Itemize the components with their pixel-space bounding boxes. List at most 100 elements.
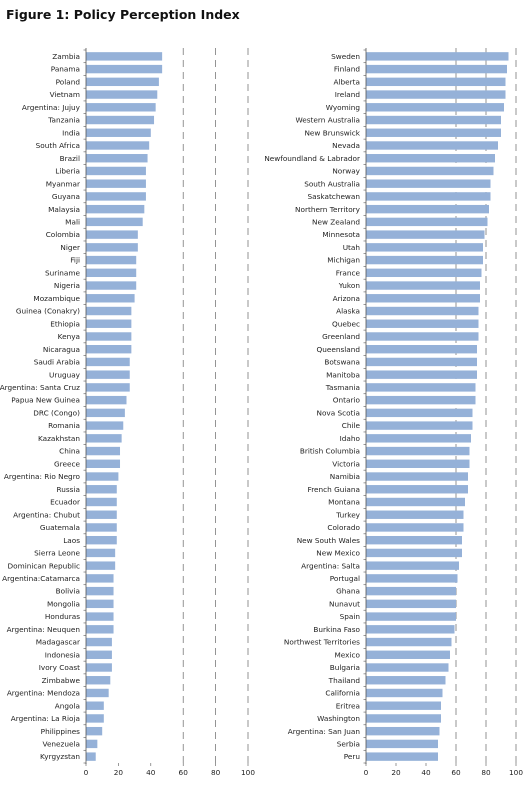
bar <box>86 637 112 647</box>
bar <box>86 230 138 239</box>
category-label: Wyoming <box>326 103 360 112</box>
category-label: Greece <box>54 459 80 468</box>
category-label: California <box>325 689 360 698</box>
category-label: Ontario <box>333 396 361 405</box>
category-label: Serbia <box>337 740 360 749</box>
bar <box>86 294 135 303</box>
category-label: Alaska <box>336 307 360 316</box>
category-label: Nova Scotia <box>317 408 361 417</box>
category-label: Greenland <box>322 332 360 341</box>
x-tick-label: 40 <box>421 768 431 777</box>
bar <box>86 561 116 570</box>
bar <box>86 497 117 507</box>
category-label: Suriname <box>45 268 80 277</box>
bar <box>366 739 438 749</box>
bar <box>366 650 450 659</box>
bar <box>366 637 452 647</box>
bar <box>86 332 132 341</box>
category-label: Yukon <box>338 281 360 290</box>
bar <box>366 472 468 481</box>
category-label: Poland <box>56 77 80 86</box>
category-label: South Australia <box>304 179 360 188</box>
bar <box>86 141 150 150</box>
category-label: Zimbabwe <box>42 676 81 685</box>
category-label: Peru <box>344 752 360 761</box>
category-label: France <box>336 268 361 277</box>
category-label: Argentina: Salta <box>301 561 360 570</box>
bar <box>86 701 104 710</box>
category-label: Victoria <box>332 459 360 468</box>
bar <box>86 204 145 214</box>
category-label: British Columbia <box>300 447 360 456</box>
x-tick-label: 100 <box>241 768 255 777</box>
category-label: Argentina: La Rioja <box>11 714 80 723</box>
bar <box>366 294 480 303</box>
category-label: Turkey <box>335 510 360 519</box>
bar <box>366 625 455 634</box>
category-label: Philippines <box>41 727 81 736</box>
category-label: Indonesia <box>45 650 80 659</box>
figure-title: Figure 1: Policy Perception Index <box>6 7 240 22</box>
category-label: Colorado <box>327 523 360 532</box>
bar <box>366 115 501 125</box>
category-label: Liberia <box>55 167 80 176</box>
category-label: Ecuador <box>50 498 80 507</box>
bar <box>86 523 117 532</box>
bar <box>86 383 130 392</box>
category-label: Guyana <box>52 192 80 201</box>
bar <box>366 663 449 672</box>
category-label: Eritrea <box>336 701 360 710</box>
bar <box>366 599 456 609</box>
category-label: Mexico <box>335 650 361 659</box>
bar <box>86 472 119 481</box>
category-label: Argentina: Rio Negro <box>4 472 81 481</box>
bar <box>366 586 456 596</box>
category-label: Saudi Arabia <box>34 358 80 367</box>
category-label: Norway <box>332 167 360 176</box>
bar <box>366 535 462 545</box>
category-label: Tanzania <box>47 116 80 125</box>
category-label: Brazil <box>60 154 80 163</box>
category-label: Saskatchewan <box>307 192 360 201</box>
category-label: Sweden <box>331 52 360 61</box>
category-label: Arizona <box>333 294 360 303</box>
bar <box>86 64 163 74</box>
bar <box>366 485 468 494</box>
bar <box>366 383 476 392</box>
category-label: Chile <box>342 421 361 430</box>
bar <box>366 77 506 87</box>
bar <box>366 561 459 570</box>
bar <box>366 701 441 710</box>
bar <box>366 446 470 456</box>
bar <box>366 714 441 723</box>
category-label: Kenya <box>58 332 80 341</box>
category-label: Fiji <box>70 256 80 265</box>
x-tick-label: 0 <box>84 768 89 777</box>
category-label: Uruguay <box>49 370 81 379</box>
bar <box>86 370 130 379</box>
category-label: Guinea (Conakry) <box>16 307 80 316</box>
x-tick-label: 80 <box>481 768 491 777</box>
bar <box>366 523 464 532</box>
category-label: Northern Territory <box>295 205 361 214</box>
category-label: Panama <box>51 65 80 74</box>
category-label: Nevada <box>332 141 360 150</box>
category-label: Nunavut <box>329 599 360 608</box>
category-label: Utah <box>343 243 360 252</box>
category-label: Zambia <box>52 52 80 61</box>
bar <box>366 204 489 214</box>
category-label: Dominican Republic <box>8 561 80 570</box>
category-label: Romania <box>48 421 80 430</box>
bar <box>86 663 112 672</box>
bar <box>86 714 104 723</box>
category-label: Idaho <box>340 434 361 443</box>
category-label: Michigan <box>327 256 360 265</box>
category-label: Ghana <box>336 587 360 596</box>
bar <box>86 510 117 519</box>
category-label: Colombia <box>46 230 80 239</box>
category-label: Laos <box>63 536 80 545</box>
bar <box>366 726 440 736</box>
bar <box>86 357 130 367</box>
bar <box>86 77 159 87</box>
bar <box>86 650 112 659</box>
